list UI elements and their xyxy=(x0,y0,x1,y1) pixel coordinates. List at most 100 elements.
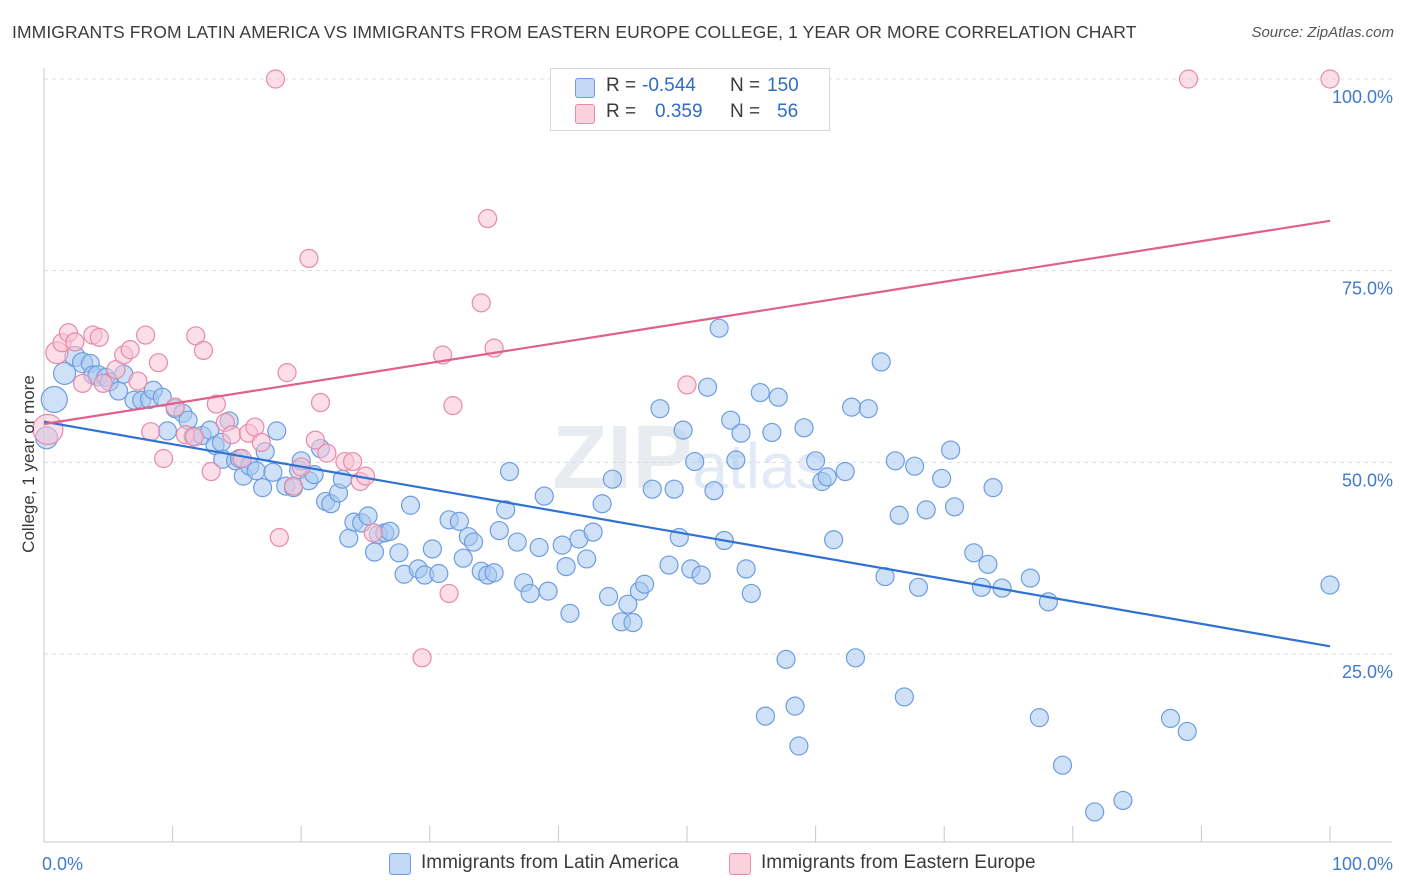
data-point-latin-america xyxy=(964,543,984,563)
data-point-eastern-europe xyxy=(1178,69,1199,89)
data-point-latin-america xyxy=(785,696,805,716)
data-point-latin-america xyxy=(789,736,809,756)
legend-n-label: N = xyxy=(730,101,761,122)
data-point-eastern-europe xyxy=(305,430,325,450)
data-point-latin-america xyxy=(750,382,770,403)
data-point-latin-america xyxy=(894,687,914,707)
data-point-eastern-europe xyxy=(222,425,242,445)
data-point-latin-america xyxy=(529,537,549,558)
data-point-latin-america xyxy=(496,500,516,520)
data-point-eastern-europe xyxy=(135,325,156,345)
data-point-latin-america xyxy=(1052,755,1073,775)
data-point-latin-america xyxy=(817,467,837,487)
data-point-latin-america xyxy=(520,583,540,604)
data-point-latin-america xyxy=(534,486,554,506)
legend-n-value: 150 xyxy=(767,75,799,96)
data-point-eastern-europe xyxy=(1320,69,1340,89)
data-point-eastern-europe xyxy=(93,373,113,393)
data-point-eastern-europe xyxy=(317,443,337,463)
data-point-latin-america xyxy=(1160,708,1181,729)
data-point-eastern-europe xyxy=(128,371,148,391)
trend-line-latin-america xyxy=(43,420,1331,648)
data-point-latin-america xyxy=(858,399,878,419)
data-point-latin-america xyxy=(776,649,796,669)
data-point-latin-america xyxy=(889,505,909,525)
data-point-latin-america xyxy=(339,528,359,548)
data-point-eastern-europe xyxy=(439,583,459,604)
data-point-latin-america xyxy=(794,418,814,438)
data-point-eastern-europe xyxy=(193,340,214,360)
correlation-legend: R = -0.544 N = 150 R = 0.359 N = 56 xyxy=(550,68,830,131)
data-point-eastern-europe xyxy=(283,476,304,496)
data-point-eastern-europe xyxy=(65,332,85,352)
data-point-latin-america xyxy=(52,361,77,385)
data-point-latin-america xyxy=(762,422,782,443)
legend-r-value: 0.359 xyxy=(655,101,703,122)
data-point-latin-america xyxy=(871,352,891,372)
data-point-latin-america xyxy=(463,532,484,552)
data-point-latin-america xyxy=(845,648,866,668)
data-point-latin-america xyxy=(1320,575,1340,595)
data-point-latin-america xyxy=(842,397,862,417)
data-point-eastern-europe xyxy=(310,392,331,413)
legend-n-value: 56 xyxy=(777,101,799,122)
data-point-latin-america xyxy=(944,497,965,517)
data-point-latin-america xyxy=(835,461,855,482)
data-point-latin-america xyxy=(453,548,473,568)
data-point-latin-america xyxy=(755,706,776,726)
data-point-latin-america xyxy=(489,520,509,541)
data-point-latin-america xyxy=(364,542,385,562)
data-point-latin-america xyxy=(932,468,952,489)
data-point-latin-america xyxy=(721,410,741,430)
legend-n-label: N = xyxy=(730,75,761,96)
legend-swatch-blue xyxy=(575,78,595,98)
data-point-eastern-europe xyxy=(343,451,363,472)
data-point-latin-america xyxy=(592,494,612,514)
trend-line-eastern-europe xyxy=(43,219,1331,426)
data-point-eastern-europe xyxy=(165,397,185,417)
data-point-latin-america xyxy=(484,563,504,583)
tick-labels: 25.0% 50.0% 75.0% 100.0% 0.0% 100.0% xyxy=(42,87,1393,874)
legend-swatch-blue xyxy=(389,853,411,875)
data-point-latin-america xyxy=(741,583,761,604)
data-point-eastern-europe xyxy=(471,293,491,313)
data-point-latin-america xyxy=(905,456,925,476)
data-point-eastern-europe xyxy=(299,248,319,268)
data-point-latin-america xyxy=(583,522,603,542)
data-point-latin-america xyxy=(577,549,597,569)
data-point-latin-america xyxy=(429,563,449,584)
data-point-latin-america xyxy=(267,421,287,441)
data-point-latin-america xyxy=(507,532,527,552)
data-point-eastern-europe xyxy=(265,69,286,89)
legend-label: Immigrants from Eastern Europe xyxy=(761,852,1036,873)
data-point-eastern-europe xyxy=(201,461,221,482)
data-point-latin-america xyxy=(598,586,619,607)
data-point-latin-america xyxy=(623,612,643,633)
data-point-eastern-europe xyxy=(251,432,271,452)
data-point-latin-america xyxy=(1113,790,1133,811)
data-point-eastern-europe xyxy=(153,448,174,469)
x-tick-label: 100.0% xyxy=(1332,854,1393,874)
data-point-eastern-europe xyxy=(478,208,498,229)
legend-r-label: R = xyxy=(606,75,637,96)
source-credit: Source: ZipAtlas.com xyxy=(1251,24,1394,41)
legend-label: Immigrants from Latin America xyxy=(421,852,679,873)
data-point-latin-america xyxy=(246,461,266,481)
data-point-eastern-europe xyxy=(277,363,297,383)
data-point-latin-america xyxy=(673,420,693,440)
data-point-eastern-europe xyxy=(677,375,697,395)
data-point-latin-america xyxy=(499,461,520,482)
data-point-latin-america xyxy=(400,495,421,515)
data-point-latin-america xyxy=(556,556,576,577)
data-point-latin-america xyxy=(263,462,283,482)
data-point-latin-america xyxy=(650,399,670,419)
data-point-eastern-europe xyxy=(120,340,140,360)
data-point-latin-america xyxy=(380,521,400,541)
x-tick-label: 0.0% xyxy=(42,854,83,874)
data-point-latin-america xyxy=(634,574,655,594)
y-tick-label: 25.0% xyxy=(1342,662,1393,682)
data-point-latin-america xyxy=(1177,721,1197,742)
data-point-latin-america xyxy=(805,451,826,471)
data-point-latin-america xyxy=(358,506,378,526)
